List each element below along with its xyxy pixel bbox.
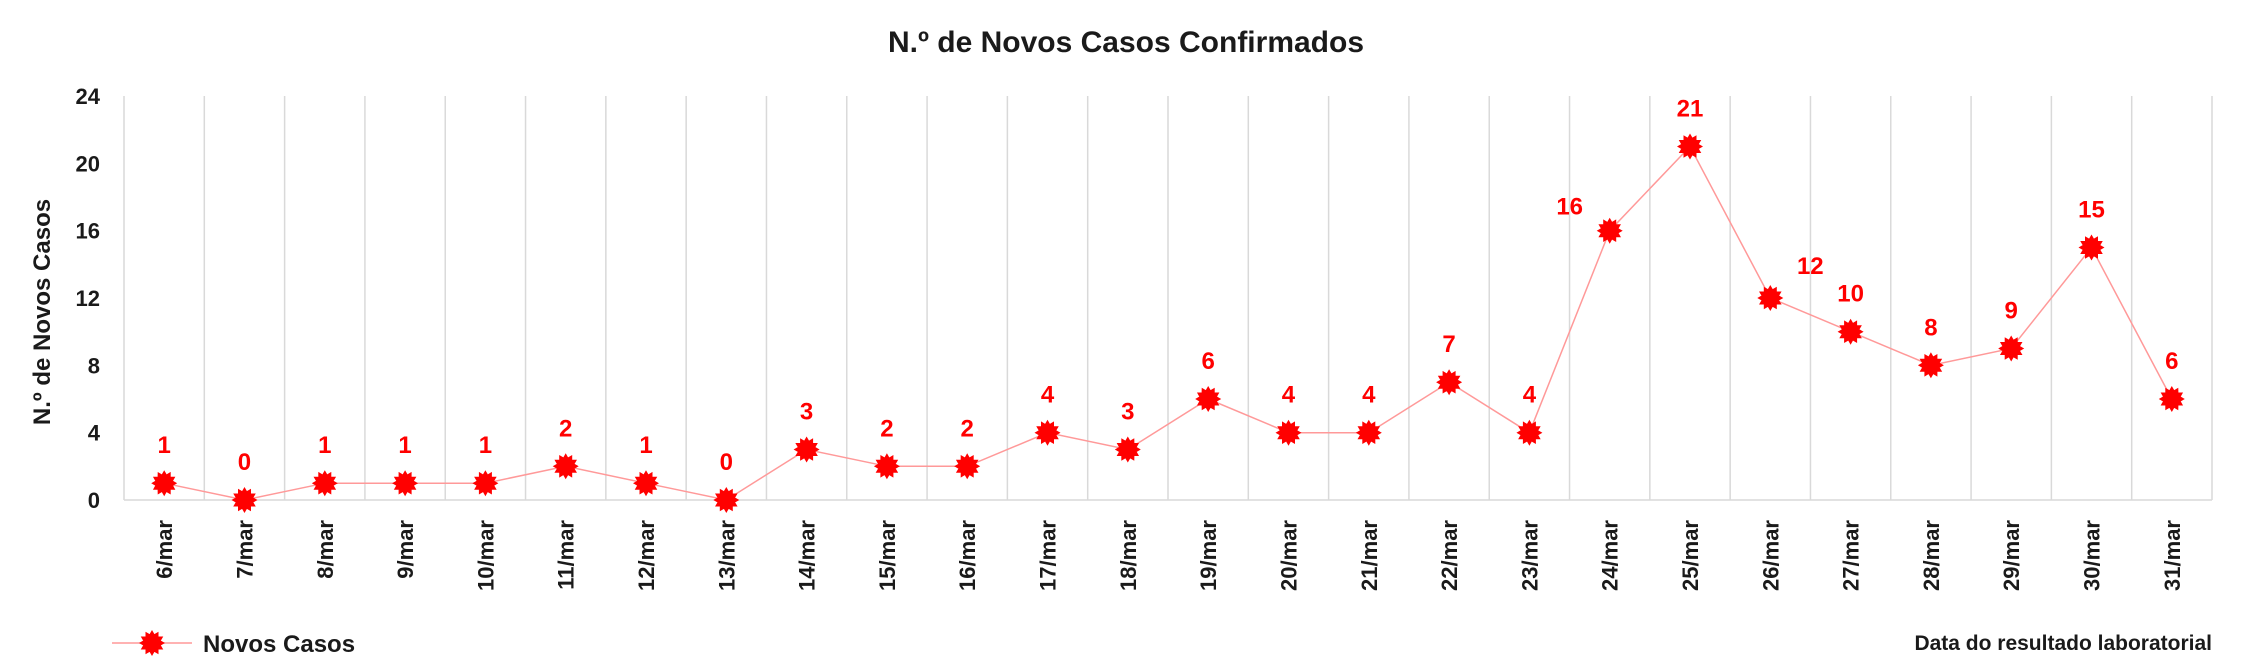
data-label: 1 [318,432,331,459]
legend-marker-icon [139,630,165,656]
y-tick-label: 4 [88,421,101,446]
chart-title: N.º de Novos Casos Confirmados [888,26,1364,59]
y-tick-label: 0 [88,488,100,513]
x-tick-label: 11/mar [554,520,579,590]
data-label: 4 [1282,382,1296,409]
y-tick-label: 16 [76,219,100,244]
x-tick-label: 29/mar [1999,520,2024,591]
data-label: 4 [1041,382,1055,409]
x-tick-label: 26/mar [1758,520,1783,591]
x-tick-label: 27/mar [1839,520,1864,591]
x-tick-label: 13/mar [714,520,739,591]
data-point [1998,335,2025,362]
data-point [1516,419,1543,446]
data-label: 2 [559,415,572,442]
data-point [1677,133,1703,160]
x-tick-label: 16/mar [955,520,980,591]
x-tick-label: 15/mar [875,520,900,591]
series-line-novos-casos [164,145,2173,501]
data-label: 4 [1523,382,1537,409]
y-axis-ticks: 0 4 8 12 16 20 24 [76,84,101,513]
data-label: 3 [1121,399,1134,426]
data-label: 21 [1677,96,1704,123]
x-tick-label: 10/mar [473,520,498,591]
data-label: 16 [1556,194,1583,221]
data-label: 9 [2005,298,2018,325]
data-label: 12 [1797,253,1824,280]
data-point [2158,386,2185,412]
x-tick-label: 30/mar [2080,520,2105,591]
y-axis-title: N.º de Novos Casos [29,199,56,425]
data-point [1917,352,1944,379]
data-point [633,470,659,497]
data-point [1275,419,1302,446]
data-point [392,470,419,497]
data-label: 1 [157,432,170,459]
data-point [954,453,981,480]
series-points [151,133,2185,513]
y-tick-label: 12 [76,286,100,311]
x-axis-ticks: 6/mar 7/mar 8/mar 9/mar 10/mar 11/mar 12/mar 13… [152,520,2185,591]
data-label: 1 [398,432,411,459]
legend: Novos Casos [112,630,355,658]
x-tick-label: 28/mar [1919,520,1944,591]
data-label: 1 [639,432,652,459]
x-axis-title: Data do resultado laboratorial [1914,632,2212,655]
data-point [151,470,178,497]
x-tick-label: 19/mar [1196,520,1221,591]
data-point [1837,318,1864,345]
x-tick-label: 21/mar [1357,520,1382,591]
x-tick-label: 18/mar [1116,520,1141,591]
data-label: 2 [961,415,974,442]
x-tick-label: 14/mar [795,520,820,591]
data-label: 2 [880,415,893,442]
x-tick-label: 9/mar [393,520,418,579]
x-tick-label: 22/mar [1437,520,1462,591]
data-point [311,470,338,497]
data-point [1436,369,1463,396]
data-label: 1 [479,432,492,459]
data-point [552,453,579,480]
data-label: 10 [1837,281,1864,308]
data-point [1757,285,1784,311]
data-point [1034,419,1061,446]
data-point [1596,217,1623,244]
gridlines [123,96,2213,501]
data-label: 0 [238,449,251,476]
x-tick-label: 6/mar [152,520,177,579]
y-tick-label: 20 [76,151,100,176]
data-point [713,487,740,513]
x-tick-label: 20/mar [1276,520,1301,591]
data-point [1114,436,1141,463]
data-point [873,453,900,480]
x-tick-label: 12/mar [634,520,659,591]
x-tick-label: 25/mar [1678,520,1703,591]
data-label: 6 [1201,348,1214,375]
y-tick-label: 8 [88,353,100,378]
legend-label: Novos Casos [203,631,355,658]
data-point [1355,419,1382,446]
data-point [1195,386,1222,412]
data-label: 8 [1924,314,1937,341]
data-label: 7 [1442,331,1455,358]
data-label: 6 [2165,348,2178,375]
x-tick-label: 7/mar [232,520,257,579]
y-tick-label: 24 [76,84,101,109]
x-tick-label: 17/mar [1036,520,1061,591]
data-label: 4 [1362,382,1376,409]
x-tick-label: 23/mar [1517,520,1542,591]
x-tick-label: 24/mar [1598,520,1623,591]
data-point [2078,234,2105,261]
data-label: 0 [720,449,733,476]
data-label: 3 [800,399,813,426]
data-label: 15 [2078,197,2105,224]
data-point [472,470,499,497]
data-point [231,487,258,513]
x-tick-label: 31/mar [2160,520,2185,591]
x-tick-label: 8/mar [313,520,338,579]
data-point [793,436,820,463]
